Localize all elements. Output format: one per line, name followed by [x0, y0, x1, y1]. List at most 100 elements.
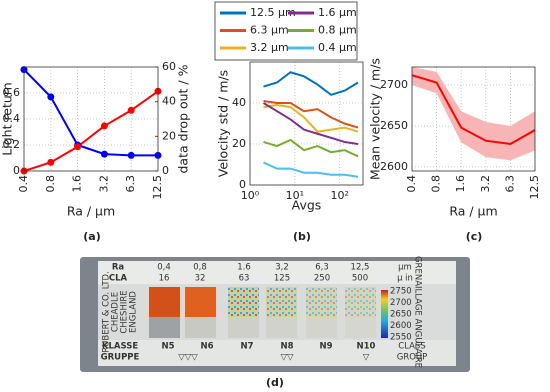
row-value: 0,8 — [193, 263, 207, 273]
y-tick-label: 40 — [232, 96, 246, 109]
x-tick-label: 10¹ — [286, 189, 304, 202]
y-tick-label: 20 — [232, 137, 246, 150]
swatch — [306, 287, 337, 317]
marker — [74, 143, 82, 151]
panel-label: (a) — [83, 230, 100, 243]
header-band — [98, 261, 456, 284]
row-value: 16 — [159, 274, 170, 284]
footer-value: ▽▽▽ — [178, 353, 198, 363]
metal — [185, 317, 216, 338]
row-value: 63 — [239, 274, 250, 284]
footer-label: GRUPPE — [101, 353, 140, 363]
footer-end: GROUP — [397, 353, 428, 363]
maker-text: CHESHIRE — [120, 290, 130, 333]
colorbar-tick: 2650 — [390, 310, 412, 320]
series-line — [24, 68, 158, 157]
legend-label: 1.6 µm — [318, 6, 357, 19]
legend-label: 0.8 µm — [318, 24, 357, 37]
y-tick-label: 0 — [239, 178, 246, 191]
colorbar-tick: 2600 — [390, 321, 412, 331]
colorbar — [381, 290, 388, 338]
series-line — [412, 74, 535, 146]
x-tick-label: 3.2 — [479, 175, 492, 193]
y-tick-label: 0.6 — [3, 86, 21, 99]
swatch — [149, 287, 180, 317]
row-value: 1.6 — [237, 263, 251, 273]
colorbar-tick: 2700 — [390, 298, 412, 308]
y-tick-label: 2600 — [380, 160, 408, 173]
x-tick-label: 6.3 — [503, 175, 516, 193]
axes-box — [249, 61, 364, 186]
axes-box — [411, 66, 536, 172]
y-axis-label: Mean velocity / m/s — [368, 58, 383, 180]
y-tick-label: 0 — [13, 164, 20, 177]
footer-value: N10 — [357, 342, 376, 352]
series-line — [263, 104, 359, 133]
y2-axis-label: data drop out / % — [176, 64, 191, 173]
footer-value: N8 — [280, 342, 293, 352]
panel-label: (d) — [266, 376, 284, 389]
metal — [149, 317, 180, 338]
axes-box — [23, 66, 159, 172]
x-tick-label: 1.6 — [71, 175, 84, 193]
x-tick-label: 12.5 — [528, 175, 541, 200]
y-tick-label: 0.2 — [3, 138, 21, 151]
metal — [266, 317, 297, 338]
legend-label: 6.3 µm — [250, 24, 289, 37]
y-axis-label: Light return — [0, 82, 15, 155]
surface-standard-photo: Ra 0,4 0,8 1.6 3,2 6,3 12,5 µm CLA 16 32 63 125 250 50… — [80, 256, 470, 372]
x-tick-label: 10⁰ — [241, 189, 260, 202]
row-value: 12,5 — [351, 263, 370, 273]
x-tick-label: 0.8 — [44, 175, 57, 193]
legend-label: 12.5 µm — [250, 6, 296, 19]
row-value: 250 — [314, 274, 330, 284]
marker — [127, 106, 135, 114]
y-tick-label: 2700 — [380, 78, 408, 91]
row-label: Ra — [112, 263, 125, 273]
metal — [345, 317, 376, 338]
x-tick-label: 6.3 — [124, 175, 137, 193]
y2-tick-label: 20 — [162, 129, 176, 142]
footer-label: KLASSE — [102, 342, 138, 352]
metal — [306, 317, 337, 338]
row-value: 500 — [352, 274, 368, 284]
plot-area — [24, 68, 158, 171]
series-line — [263, 71, 359, 96]
marker — [100, 122, 108, 130]
row-unit: µ in — [397, 274, 413, 284]
marker — [100, 150, 108, 158]
y-tick-label: 2650 — [380, 119, 408, 132]
series-line — [262, 102, 359, 145]
footer-value: N6 — [200, 342, 213, 352]
x-axis-label: Avgs — [292, 198, 322, 213]
series-line — [263, 138, 359, 158]
band — [412, 67, 535, 161]
row-unit: µm — [398, 263, 412, 273]
maker-text: ENGLAND — [129, 291, 139, 333]
y-tick-label: 0.4 — [3, 112, 21, 125]
side-text: GRENAILLAGE ANGULAIRE — [413, 256, 423, 368]
swatch — [266, 287, 297, 317]
legend-label: 0.4 µm — [318, 41, 357, 54]
footer-band — [98, 340, 456, 366]
colorbar-tick: 2550 — [390, 333, 412, 343]
x-tick-label: 10² — [331, 189, 349, 202]
row-value: 3,2 — [275, 263, 289, 273]
row-value: 6,3 — [315, 263, 329, 273]
plot-area — [262, 71, 359, 178]
series-line — [24, 90, 158, 171]
panel-label: (c) — [466, 230, 483, 243]
footer-value: ▽▽ — [280, 353, 294, 363]
row-label: CLA — [109, 274, 128, 284]
colorbar-tick: 2750 — [390, 287, 412, 297]
footer-value: N9 — [319, 342, 332, 352]
row-value: 32 — [195, 274, 206, 284]
x-tick-label: 0.4 — [405, 175, 418, 193]
swatch — [185, 287, 216, 317]
footer-end: CLASS — [398, 342, 425, 352]
x-tick-label: 3.2 — [97, 175, 110, 193]
y-axis-label: Velocity std / m/s — [216, 70, 231, 177]
x-tick-label: 12.5 — [151, 175, 164, 200]
maker-text: CHEADLE — [111, 292, 121, 332]
